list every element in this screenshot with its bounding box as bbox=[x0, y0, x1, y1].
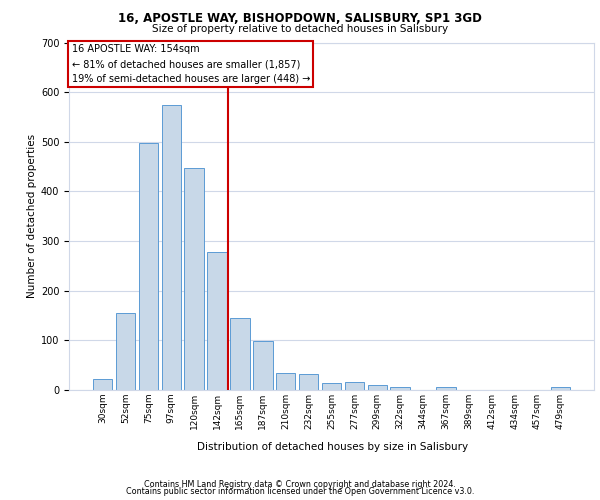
Bar bbox=[436, 386, 455, 390]
Bar bbox=[253, 341, 272, 390]
Bar bbox=[276, 372, 295, 390]
Bar bbox=[139, 144, 158, 390]
Bar bbox=[116, 313, 135, 390]
Bar bbox=[551, 386, 570, 390]
Text: 16 APOSTLE WAY: 154sqm
← 81% of detached houses are smaller (1,857)
19% of semi-: 16 APOSTLE WAY: 154sqm ← 81% of detached… bbox=[71, 44, 310, 84]
Text: Distribution of detached houses by size in Salisbury: Distribution of detached houses by size … bbox=[197, 442, 469, 452]
Text: 16, APOSTLE WAY, BISHOPDOWN, SALISBURY, SP1 3GD: 16, APOSTLE WAY, BISHOPDOWN, SALISBURY, … bbox=[118, 12, 482, 26]
Bar bbox=[368, 384, 387, 390]
Bar bbox=[93, 379, 112, 390]
Text: Size of property relative to detached houses in Salisbury: Size of property relative to detached ho… bbox=[152, 24, 448, 34]
Text: Contains HM Land Registry data © Crown copyright and database right 2024.: Contains HM Land Registry data © Crown c… bbox=[144, 480, 456, 489]
Bar bbox=[344, 382, 364, 390]
Y-axis label: Number of detached properties: Number of detached properties bbox=[26, 134, 37, 298]
Bar bbox=[391, 387, 410, 390]
Bar bbox=[208, 252, 227, 390]
Bar bbox=[161, 104, 181, 390]
Bar bbox=[184, 168, 204, 390]
Text: Contains public sector information licensed under the Open Government Licence v3: Contains public sector information licen… bbox=[126, 487, 474, 496]
Bar bbox=[322, 382, 341, 390]
Bar bbox=[299, 374, 319, 390]
Bar bbox=[230, 318, 250, 390]
